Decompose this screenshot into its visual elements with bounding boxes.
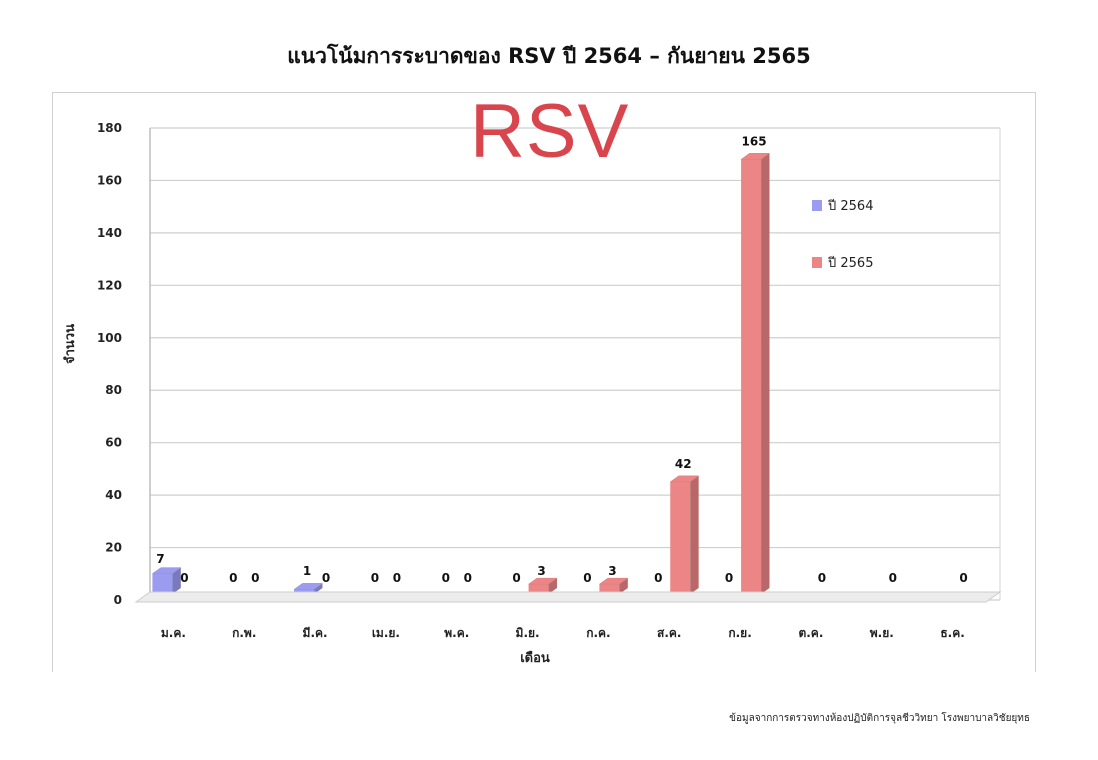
legend-swatch: [812, 257, 822, 268]
data-label: 0: [583, 571, 591, 585]
data-label: 7: [156, 552, 164, 566]
bar: [528, 584, 549, 594]
x-tick-label: ก.พ.: [232, 626, 256, 640]
x-tick-label: เม.ย.: [372, 626, 400, 640]
bar-side: [690, 475, 699, 594]
overlay-label: RSV: [470, 89, 630, 174]
bar-top: [598, 577, 629, 585]
data-label: 0: [512, 571, 520, 585]
bar-side: [172, 567, 181, 594]
y-tick-label: 120: [97, 278, 122, 292]
y-tick-label: 40: [105, 488, 122, 502]
bar-top: [527, 577, 558, 585]
legend-item: ปี 2564: [827, 198, 873, 214]
y-tick-label: 140: [97, 226, 122, 240]
y-tick-label: 0: [114, 593, 122, 607]
data-label: 0: [959, 571, 967, 585]
bar-top: [151, 567, 182, 574]
bar-side: [761, 153, 770, 595]
legend-swatch: [812, 200, 822, 211]
chart-title: แนวโน้มการระบาดของ RSV ปี 2564 – กันยายน…: [287, 44, 811, 68]
bar-top: [669, 475, 700, 483]
data-label: 0: [371, 571, 379, 585]
bar: [152, 573, 173, 594]
data-label: 0: [442, 571, 450, 585]
bar-side: [619, 578, 628, 594]
bar: [741, 159, 762, 595]
chart-frame: [52, 92, 1036, 672]
y-tick-label: 20: [105, 541, 122, 555]
data-label: 0: [229, 571, 237, 585]
y-tick-label: 160: [97, 173, 122, 187]
x-tick-label: ธ.ค.: [940, 626, 964, 640]
bar: [599, 584, 620, 594]
data-label: 0: [322, 571, 330, 585]
bars-layer: [151, 153, 771, 595]
y-tick-label: 80: [105, 383, 122, 397]
x-tick-label: ม.ค.: [161, 626, 186, 640]
bar-top: [740, 153, 771, 160]
data-label: 165: [742, 134, 767, 148]
data-label: 0: [464, 571, 472, 585]
data-label: 3: [537, 564, 545, 578]
x-tick-label: ก.ย.: [728, 626, 751, 640]
legend: ปี 2564 ปี 2565: [812, 198, 873, 271]
x-axis-title: เดือน: [520, 650, 550, 666]
data-label: 0: [251, 571, 259, 585]
chart-floor: [134, 591, 1002, 603]
x-tick-label: พ.ย.: [870, 626, 894, 640]
data-label: 42: [675, 457, 692, 471]
x-tick-label: มี.ค.: [303, 626, 328, 640]
x-tick-label: มิ.ย.: [516, 626, 540, 640]
x-tick-label: พ.ค.: [444, 626, 469, 640]
x-tick-label: ก.ค.: [586, 626, 610, 640]
data-label: 0: [654, 571, 662, 585]
bar-side: [314, 583, 323, 594]
bar: [670, 481, 691, 594]
bar-side: [548, 578, 557, 594]
bar-top: [293, 583, 324, 590]
data-label: 0: [889, 571, 897, 585]
y-tick-label: 60: [105, 436, 122, 450]
y-tick-label: 100: [97, 331, 122, 345]
y-axis-title: จำนวน: [62, 324, 78, 364]
data-label: 0: [180, 571, 188, 585]
source-note: ข้อมูลจากการตรวจทางห้องปฏิบัติการจุลชีวว…: [729, 713, 1030, 724]
y-tick-label: 180: [97, 121, 122, 135]
legend-item: ปี 2565: [827, 255, 873, 271]
data-label: 0: [393, 571, 401, 585]
data-label: 0: [818, 571, 826, 585]
x-tick-label: ต.ค.: [798, 626, 823, 640]
data-label: 3: [608, 564, 616, 578]
x-tick-label: ส.ค.: [657, 626, 681, 640]
data-label: 1: [303, 564, 311, 578]
data-label: 0: [725, 571, 733, 585]
